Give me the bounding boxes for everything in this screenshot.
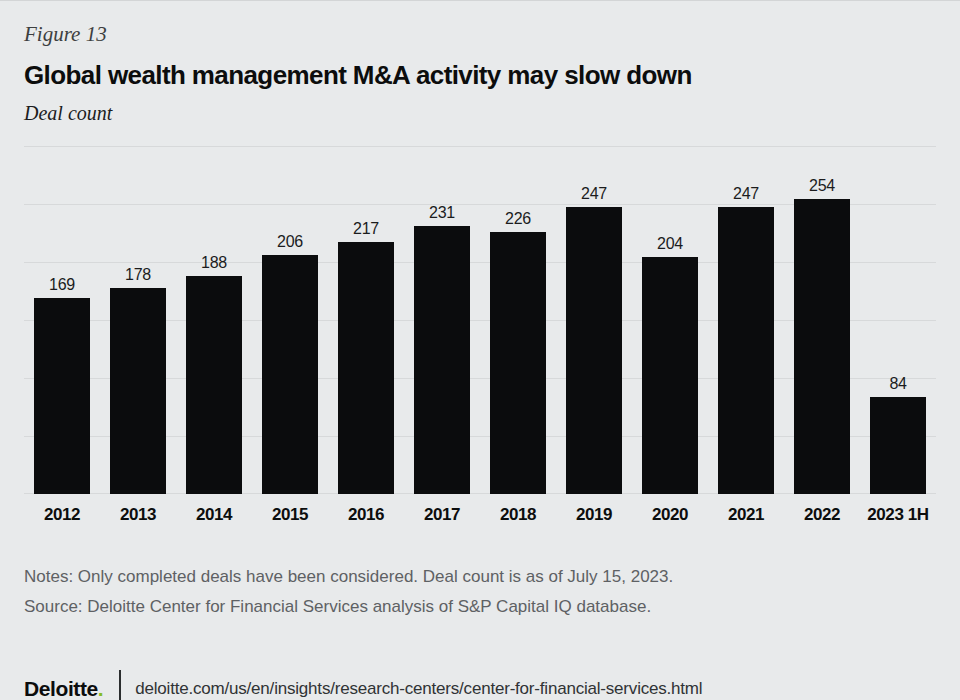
bar-value-label: 188 (201, 254, 227, 272)
x-axis-label: 2017 (404, 505, 480, 525)
bar-column-2022: 254 (784, 146, 860, 494)
bar (110, 288, 166, 494)
footer: Deloitte. deloitte.com/us/en/insights/re… (24, 670, 936, 700)
figure-number-label: Figure 13 (24, 22, 936, 47)
bar-column-2017: 231 (404, 146, 480, 494)
footer-url-link[interactable]: deloitte.com/us/en/insights/research-cen… (135, 679, 702, 699)
bar-column-2021: 247 (708, 146, 784, 494)
chart-subtitle-deal-count: Deal count (24, 102, 936, 125)
x-axis-label: 2018 (480, 505, 556, 525)
bar-column-2023 1H: 84 (860, 146, 936, 494)
bar (718, 207, 774, 494)
x-axis-labels: 2012201320142015201620172018201920202021… (24, 494, 936, 525)
x-axis-label: 2012 (24, 505, 100, 525)
x-axis-label: 2020 (632, 505, 708, 525)
bar-column-2016: 217 (328, 146, 404, 494)
figure-page: Figure 13 Global wealth management M&A a… (0, 22, 960, 700)
x-axis-label: 2015 (252, 505, 328, 525)
notes-block: Notes: Only completed deals have been co… (24, 562, 936, 622)
footer-divider (119, 670, 121, 700)
chart-title: Global wealth management M&A activity ma… (24, 60, 936, 91)
x-axis-label: 2014 (176, 505, 252, 525)
bar (642, 257, 698, 494)
bar (262, 255, 318, 494)
x-axis-label: 2023 1H (860, 505, 936, 525)
bar-value-label: 247 (733, 185, 759, 203)
bar (338, 242, 394, 494)
bar-column-2019: 247 (556, 146, 632, 494)
bar-value-label: 84 (889, 375, 906, 393)
bar-value-label: 247 (581, 185, 607, 203)
bar (490, 232, 546, 494)
bar-value-label: 254 (809, 177, 835, 195)
bar (870, 397, 926, 494)
x-axis-label: 2021 (708, 505, 784, 525)
deloitte-logo: Deloitte. (24, 677, 103, 700)
bar (186, 276, 242, 494)
bar-column-2012: 169 (24, 146, 100, 494)
bar-value-label: 231 (429, 204, 455, 222)
notes-text: Notes: Only completed deals have been co… (24, 562, 936, 592)
bar-value-label: 217 (353, 220, 379, 238)
deloitte-logo-green-dot: . (98, 677, 103, 700)
bar-value-label: 226 (505, 210, 531, 228)
x-axis-label: 2016 (328, 505, 404, 525)
bar-column-2015: 206 (252, 146, 328, 494)
bar-chart: 169 178 188 206 217 231 226 247 204 247 254 84 (24, 146, 936, 494)
bar (794, 199, 850, 494)
x-axis-label: 2022 (784, 505, 860, 525)
bar-column-2014: 188 (176, 146, 252, 494)
deloitte-logo-text: Deloitte (24, 677, 98, 700)
bar-column-2018: 226 (480, 146, 556, 494)
bar-value-label: 206 (277, 233, 303, 251)
bar-column-2013: 178 (100, 146, 176, 494)
x-axis-label: 2019 (556, 505, 632, 525)
bar-column-2020: 204 (632, 146, 708, 494)
x-axis-label: 2013 (100, 505, 176, 525)
bar (414, 226, 470, 494)
bar-value-label: 178 (125, 266, 151, 284)
source-text: Source: Deloitte Center for Financial Se… (24, 592, 936, 622)
bar (34, 298, 90, 494)
bar (566, 207, 622, 494)
bar-value-label: 204 (657, 235, 683, 253)
bar-series: 169 178 188 206 217 231 226 247 204 247 254 84 (24, 146, 936, 494)
bar-value-label: 169 (49, 276, 75, 294)
